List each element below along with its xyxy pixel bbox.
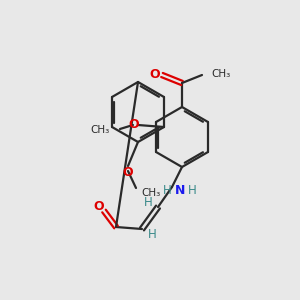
Text: CH₃: CH₃ <box>211 69 230 79</box>
Text: H: H <box>144 196 152 209</box>
Text: O: O <box>123 167 133 179</box>
Text: O: O <box>150 68 160 80</box>
Text: N: N <box>175 184 185 197</box>
Text: CH₃: CH₃ <box>91 125 110 135</box>
Text: CH₃: CH₃ <box>141 188 160 198</box>
Text: H: H <box>188 184 196 197</box>
Text: O: O <box>94 200 104 212</box>
Text: H: H <box>148 227 156 241</box>
Text: H: H <box>163 184 171 197</box>
Text: O: O <box>129 118 139 131</box>
